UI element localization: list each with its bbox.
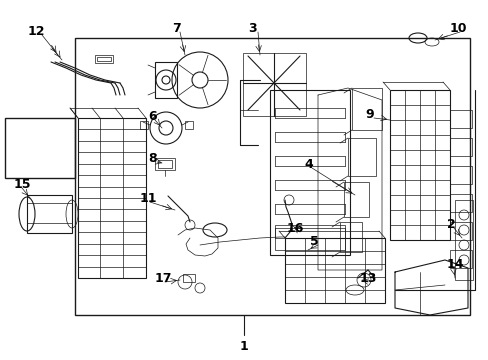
Text: 5: 5: [309, 235, 318, 248]
Text: 4: 4: [304, 158, 312, 171]
Text: 3: 3: [247, 22, 256, 35]
Text: 7: 7: [172, 22, 181, 35]
Bar: [158, 160, 172, 168]
Bar: [343, 182, 368, 217]
Bar: [97, 57, 111, 61]
Bar: [269, 90, 349, 255]
Bar: [449, 194, 471, 212]
Bar: [243, 53, 305, 116]
Bar: [449, 110, 471, 128]
Text: 16: 16: [286, 222, 304, 235]
Bar: [95, 55, 113, 63]
Text: 17: 17: [155, 272, 172, 285]
Bar: [389, 90, 449, 240]
Bar: [78, 118, 146, 278]
Text: 11: 11: [140, 192, 157, 205]
Bar: [347, 138, 375, 176]
Bar: [449, 138, 471, 156]
Text: 8: 8: [148, 152, 156, 165]
Bar: [274, 225, 345, 250]
Bar: [449, 222, 471, 240]
Text: 9: 9: [364, 108, 373, 121]
Bar: [285, 238, 384, 303]
Text: 15: 15: [14, 178, 31, 191]
Bar: [339, 222, 361, 252]
Text: 12: 12: [28, 25, 45, 38]
Bar: [155, 158, 175, 170]
Bar: [27, 195, 72, 233]
Bar: [449, 166, 471, 184]
Text: 10: 10: [449, 22, 467, 35]
Bar: [155, 62, 177, 98]
Text: 14: 14: [446, 258, 464, 271]
Text: 13: 13: [359, 272, 377, 285]
Text: 6: 6: [148, 110, 156, 123]
Bar: [5, 118, 75, 178]
Bar: [140, 121, 148, 129]
Bar: [449, 250, 471, 268]
Bar: [454, 200, 472, 280]
Bar: [183, 274, 195, 282]
Bar: [351, 88, 381, 130]
Bar: [184, 121, 193, 129]
Text: 2: 2: [446, 218, 455, 231]
Bar: [75, 38, 469, 315]
Text: 1: 1: [239, 340, 248, 353]
